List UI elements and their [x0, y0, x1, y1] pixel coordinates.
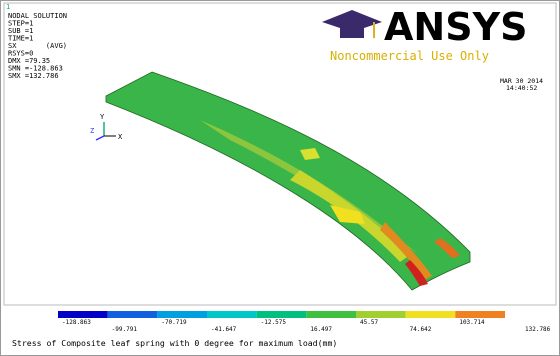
legend-swatch — [356, 311, 406, 318]
legend-swatch — [406, 311, 456, 318]
legend-label: -41.647 — [211, 326, 237, 333]
logo-text: ANSYS — [384, 5, 527, 49]
legend-label: -128.863 — [62, 319, 91, 326]
time: 14:40:52 — [506, 84, 537, 92]
legend-swatch — [58, 311, 108, 318]
screenshot: 1 NODAL SOLUTIONSTEP=1SUB =1TIME=1SX (AV… — [0, 0, 560, 356]
legend-label: -70.719 — [161, 319, 187, 326]
legend-label: 16.497 — [310, 326, 332, 333]
triad-label: Z — [90, 127, 94, 135]
legend-label: 45.57 — [360, 319, 378, 326]
legend-label: -99.791 — [112, 326, 138, 333]
legend-label: 103.714 — [459, 319, 485, 326]
legend-swatch — [157, 311, 207, 318]
caption: Stress of Composite leaf spring with 0 d… — [12, 338, 337, 348]
legend-swatch — [455, 311, 505, 318]
legend-label: 132.786 — [525, 326, 551, 333]
legend-swatch — [306, 311, 356, 318]
info-line: SMX =132.786 — [8, 72, 59, 80]
license-notice: Noncommercial Use Only — [330, 49, 489, 63]
legend-swatch — [207, 311, 257, 318]
legend-swatch — [257, 311, 307, 318]
legend-label: 74.642 — [410, 326, 432, 333]
ansys-view: 1 NODAL SOLUTIONSTEP=1SUB =1TIME=1SX (AV… — [0, 0, 560, 356]
window-number: 1 — [6, 3, 10, 11]
legend-swatch — [108, 311, 158, 318]
legend-label: -12.575 — [261, 319, 287, 326]
